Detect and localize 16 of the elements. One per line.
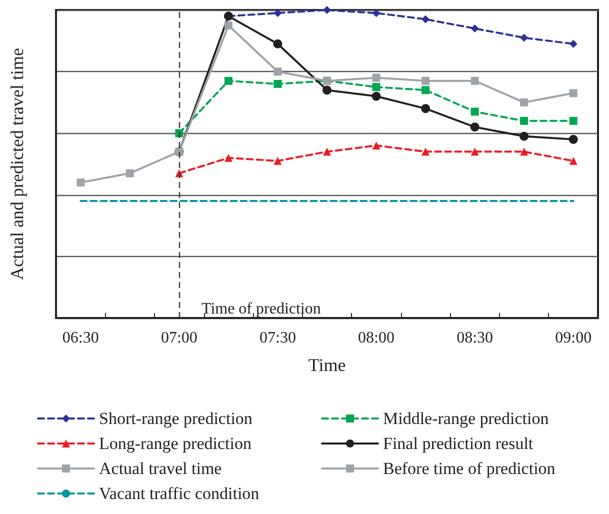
x-tick-label: 07:30 bbox=[260, 330, 296, 346]
x-tick-label: 09:00 bbox=[555, 330, 592, 346]
ref-line-label: Time of prediction bbox=[201, 300, 321, 318]
x-tick-label: 08:00 bbox=[358, 330, 394, 346]
legend-label: Before time of prediction bbox=[383, 459, 556, 478]
legend-label: Actual travel time bbox=[99, 459, 222, 478]
x-axis-title: Time bbox=[308, 355, 346, 375]
legend-label: Middle-range prediction bbox=[383, 409, 550, 428]
legend-label: Long-range prediction bbox=[99, 434, 252, 453]
x-tick-label: 06:30 bbox=[62, 330, 99, 346]
legend-label: Short-range prediction bbox=[99, 409, 253, 428]
x-tick-label: 07:00 bbox=[160, 330, 198, 346]
legend-label: Final prediction result bbox=[383, 434, 534, 453]
y-axis-title: Actual and predicted travel time bbox=[7, 48, 27, 280]
x-tick-label: 08:30 bbox=[456, 330, 494, 346]
legend-label: Vacant traffic condition bbox=[99, 484, 260, 503]
